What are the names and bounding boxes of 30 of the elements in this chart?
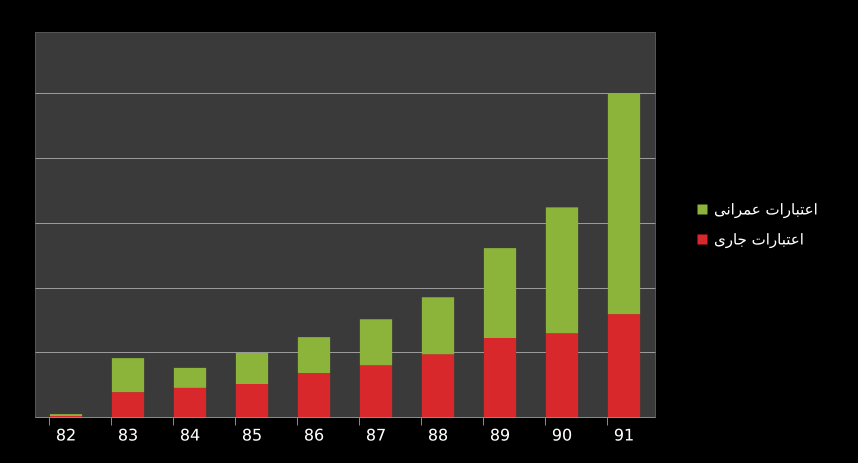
x-tick-label: 87 bbox=[366, 426, 386, 444]
bar bbox=[236, 352, 268, 384]
bar bbox=[546, 207, 578, 334]
bar bbox=[608, 314, 640, 417]
legend-label: اعتبارات جاری bbox=[714, 230, 804, 248]
x-tick-label: 82 bbox=[56, 426, 76, 444]
x-tick-label: 84 bbox=[180, 426, 200, 444]
bar bbox=[360, 365, 392, 417]
bar bbox=[236, 384, 268, 417]
bar bbox=[112, 358, 144, 392]
bar bbox=[360, 319, 392, 366]
bar bbox=[112, 392, 144, 417]
x-tick-label: 90 bbox=[552, 426, 572, 444]
bar bbox=[484, 338, 516, 417]
legend-label: اعتبارات عمرانی bbox=[714, 200, 818, 218]
bar bbox=[546, 333, 578, 417]
x-tick-label: 88 bbox=[428, 426, 448, 444]
bar bbox=[298, 337, 330, 373]
x-tick-label: 91 bbox=[614, 426, 634, 444]
x-tick-label: 89 bbox=[490, 426, 510, 444]
bar bbox=[484, 248, 516, 338]
x-tick-label: 83 bbox=[118, 426, 138, 444]
bar bbox=[174, 368, 206, 388]
bar bbox=[298, 373, 330, 417]
bar bbox=[174, 388, 206, 417]
x-tick-label: 85 bbox=[242, 426, 262, 444]
bar bbox=[422, 354, 454, 417]
x-tick-label: 86 bbox=[304, 426, 324, 444]
bar bbox=[422, 297, 454, 354]
bar bbox=[608, 93, 640, 314]
